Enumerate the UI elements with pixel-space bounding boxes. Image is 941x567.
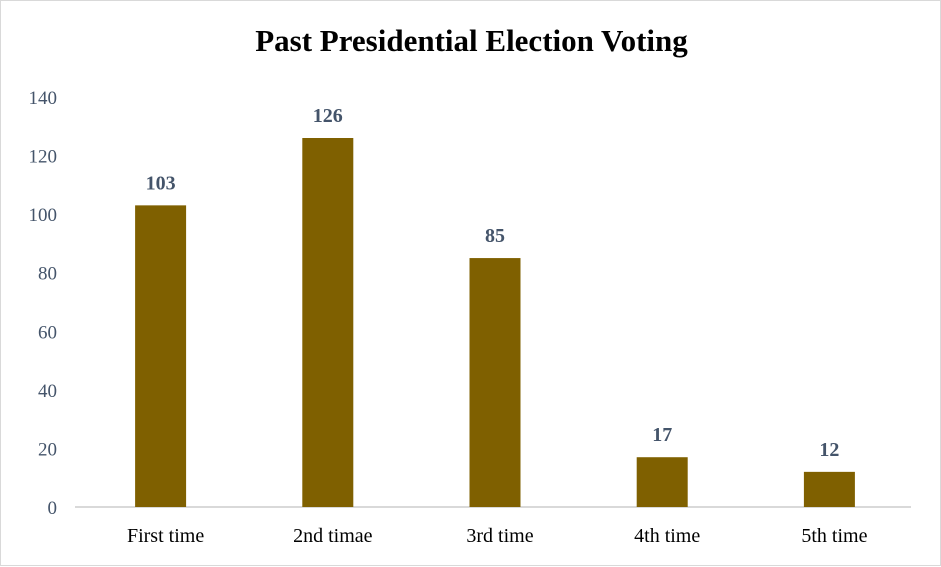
y-tick-label: 100 [29,205,58,226]
y-tick-label: 0 [48,498,58,519]
chart-title: Past Presidential Election Voting [255,23,688,58]
data-label: 12 [819,439,839,461]
bar-2 [302,138,354,507]
data-label: 17 [652,424,672,446]
data-label: 85 [485,225,505,247]
y-tick-label: 140 [29,88,58,109]
x-tick-label: 4th time [634,525,700,547]
y-tick-label: 40 [38,381,57,402]
x-tick-label: 2nd timae [293,525,373,547]
y-tick-label: 60 [38,322,57,343]
y-tick-label: 20 [38,439,57,460]
bar-4 [636,457,688,507]
bar-5 [803,471,855,507]
x-tick-label: First time [127,525,204,547]
bar-1 [135,205,187,507]
y-tick-label: 120 [29,147,58,168]
bar-3 [469,258,521,507]
x-tick-label: 3rd time [466,525,533,547]
data-label: 103 [146,172,176,194]
y-tick-label: 80 [38,264,57,285]
data-label: 126 [313,105,343,127]
x-tick-label: 5th time [801,525,867,547]
